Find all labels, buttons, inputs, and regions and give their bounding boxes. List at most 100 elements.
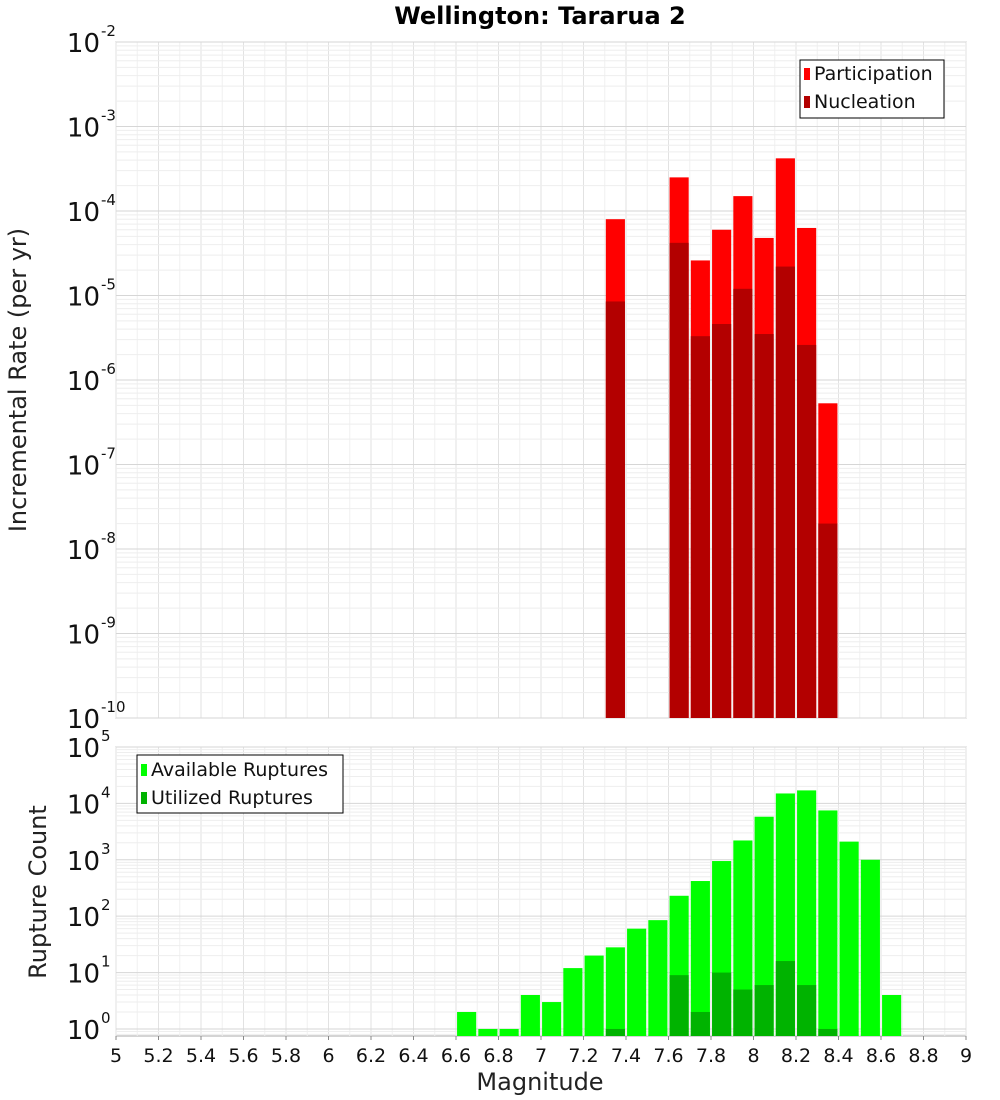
- bar-nucleation: [712, 323, 732, 718]
- y-tick-label: 10: [67, 1016, 100, 1046]
- legend-label-available: Available Ruptures: [151, 759, 328, 781]
- legend-label-nucleation: Nucleation: [814, 91, 916, 113]
- bottom-bars: [457, 790, 902, 1036]
- bar-nucleation: [733, 288, 753, 718]
- bar-utilized-ruptures: [818, 1028, 838, 1036]
- x-axis-label: Magnitude: [476, 1068, 603, 1096]
- bar-available-ruptures: [839, 841, 859, 1036]
- bar-available-ruptures: [818, 810, 838, 1036]
- x-tick-label: 8.6: [866, 1045, 896, 1067]
- y-tick-exponent: -2: [101, 22, 116, 40]
- bar-nucleation: [797, 344, 817, 718]
- bar-available-ruptures: [882, 995, 902, 1036]
- y-tick-label: 10: [67, 283, 100, 313]
- legend-swatch-available: [141, 764, 147, 776]
- bar-available-ruptures: [584, 955, 604, 1036]
- x-tick-label: 9: [960, 1045, 972, 1067]
- y-tick-label: 10: [67, 960, 100, 990]
- top-legend-box: [799, 59, 945, 119]
- top-legend: Participation Nucleation: [799, 59, 945, 119]
- bar-utilized-ruptures: [754, 985, 774, 1036]
- legend-swatch-utilized: [141, 792, 147, 804]
- bar-utilized-ruptures: [733, 989, 753, 1036]
- bar-utilized-ruptures: [797, 985, 817, 1036]
- x-tick-label: 7.4: [611, 1045, 641, 1067]
- y-tick-exponent: 2: [101, 896, 111, 914]
- x-tick-label: 8.2: [781, 1045, 811, 1067]
- y-tick-label: 10: [67, 734, 100, 764]
- bar-available-ruptures: [648, 920, 668, 1036]
- bar-available-ruptures: [860, 859, 880, 1036]
- y-tick-label: 10: [67, 452, 100, 482]
- y-tick-exponent: 4: [101, 783, 111, 801]
- bar-available-ruptures: [457, 1011, 477, 1036]
- bar-nucleation: [605, 301, 625, 718]
- legend-label-participation: Participation: [814, 63, 933, 85]
- x-tick-label: 8.4: [823, 1045, 853, 1067]
- top-y-axis-label: Incremental Rate (per yr): [4, 228, 32, 532]
- bar-utilized-ruptures: [690, 1011, 710, 1036]
- x-tick-label: 5.2: [143, 1045, 173, 1067]
- bottom-legend: Available Ruptures Utilized Ruptures: [136, 754, 344, 814]
- y-tick-exponent: -10: [101, 698, 126, 716]
- y-tick-label: 10: [67, 536, 100, 566]
- x-tick-label: 6.4: [398, 1045, 428, 1067]
- x-tick-label: 7.2: [568, 1045, 598, 1067]
- y-tick-label: 10: [67, 198, 100, 228]
- bar-utilized-ruptures: [775, 961, 795, 1036]
- bar-available-ruptures: [733, 840, 753, 1036]
- legend-swatch-participation: [804, 68, 810, 80]
- bar-available-ruptures: [520, 995, 540, 1036]
- y-tick-exponent: 0: [101, 1009, 111, 1027]
- x-tick-label: 6.6: [441, 1045, 471, 1067]
- y-tick-exponent: -4: [101, 191, 116, 209]
- bar-nucleation: [818, 523, 838, 718]
- x-tick-label: 8: [747, 1045, 759, 1067]
- y-tick-label: 10: [67, 790, 100, 820]
- x-tick-label: 7.6: [653, 1045, 683, 1067]
- y-tick-label: 10: [67, 29, 100, 59]
- y-tick-exponent: -9: [101, 614, 116, 632]
- bottom-legend-box: [136, 754, 344, 814]
- y-tick-exponent: 1: [101, 953, 111, 971]
- bar-available-ruptures: [478, 1028, 498, 1036]
- y-tick-exponent: -7: [101, 445, 116, 463]
- top-bars: [605, 158, 838, 718]
- bar-available-ruptures: [563, 968, 583, 1036]
- x-tick-label: 7: [535, 1045, 547, 1067]
- y-tick-exponent: 5: [101, 727, 111, 745]
- bar-nucleation: [669, 242, 689, 718]
- bar-utilized-ruptures: [712, 972, 732, 1036]
- y-tick-label: 10: [67, 705, 100, 735]
- x-tick-label: 5.8: [271, 1045, 301, 1067]
- y-tick-exponent: 3: [101, 840, 111, 858]
- bar-available-ruptures: [797, 790, 817, 1036]
- bottom-y-axis-label: Rupture Count: [24, 805, 52, 979]
- bar-nucleation: [775, 266, 795, 718]
- bar-nucleation: [754, 334, 774, 718]
- x-tick-label: 7.8: [696, 1045, 726, 1067]
- bar-available-ruptures: [499, 1028, 519, 1036]
- bar-available-ruptures: [690, 881, 710, 1036]
- bar-available-ruptures: [754, 816, 774, 1036]
- legend-label-utilized: Utilized Ruptures: [151, 787, 313, 809]
- bar-available-ruptures: [542, 1002, 562, 1036]
- top-grid: [115, 41, 967, 719]
- x-tick-label: 5.4: [186, 1045, 216, 1067]
- x-tick-label: 6: [322, 1045, 334, 1067]
- y-tick-label: 10: [67, 621, 100, 651]
- y-tick-label: 10: [67, 367, 100, 397]
- bar-available-ruptures: [605, 947, 625, 1036]
- x-tick-label: 8.8: [908, 1045, 938, 1067]
- chart-title: Wellington: Tararua 2: [394, 2, 686, 30]
- bar-available-ruptures: [627, 928, 647, 1036]
- x-tick-label: 5: [110, 1045, 122, 1067]
- bar-utilized-ruptures: [669, 975, 689, 1036]
- x-tick-label: 6.8: [483, 1045, 513, 1067]
- x-tick-labels: 5 5.2 5.4 5.6 5.8 6 6.2 6.4 6.6 6.8 7 7.2 7.4 7.6 7.8 8…: [110, 1036, 972, 1067]
